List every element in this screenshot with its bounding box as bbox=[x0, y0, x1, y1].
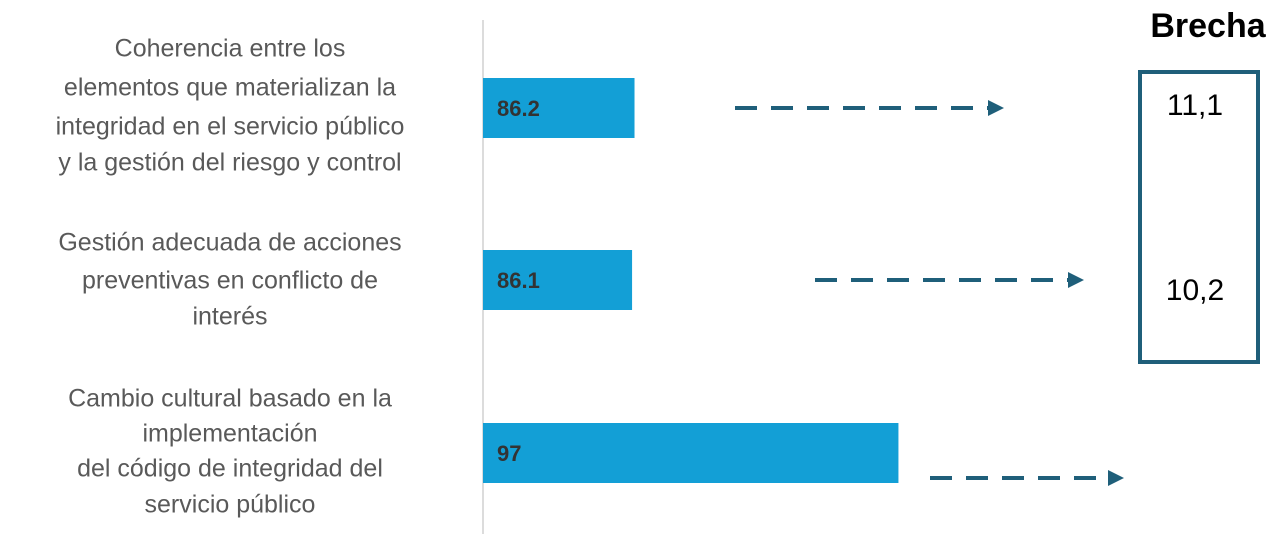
bar bbox=[483, 78, 635, 138]
arrow-head bbox=[1108, 470, 1124, 486]
y-tick-label: Coherencia entre los bbox=[115, 35, 346, 63]
y-tick-label: preventivas en conflicto de bbox=[82, 267, 378, 295]
y-tick-label: servicio público bbox=[145, 491, 316, 519]
arrow-head bbox=[1068, 272, 1084, 288]
y-tick-label: Cambio cultural basado en la bbox=[68, 385, 392, 413]
gap-box bbox=[1138, 70, 1260, 364]
value-label: 97 bbox=[497, 441, 521, 466]
y-tick-label: interés bbox=[192, 303, 267, 331]
bar bbox=[483, 423, 899, 483]
value-label: 86.2 bbox=[497, 96, 540, 121]
y-tick-label: del código de integridad del bbox=[77, 455, 383, 483]
gap-title: Brecha bbox=[1150, 7, 1266, 45]
arrow-head bbox=[988, 100, 1004, 116]
gap-label: 10,2 bbox=[1166, 274, 1224, 307]
arrows bbox=[735, 100, 1124, 486]
bar bbox=[483, 250, 633, 310]
y-tick-label: integridad en el servicio público bbox=[56, 113, 405, 141]
y-tick-label: implementación bbox=[142, 420, 317, 448]
gap-label: 11,1 bbox=[1167, 89, 1223, 122]
y-tick-label: elementos que materializan la bbox=[64, 74, 396, 102]
value-label: 86.1 bbox=[497, 268, 540, 293]
y-tick-label: y la gestión del riesgo y control bbox=[58, 149, 401, 177]
y-tick-label: Gestión adecuada de acciones bbox=[58, 229, 401, 257]
